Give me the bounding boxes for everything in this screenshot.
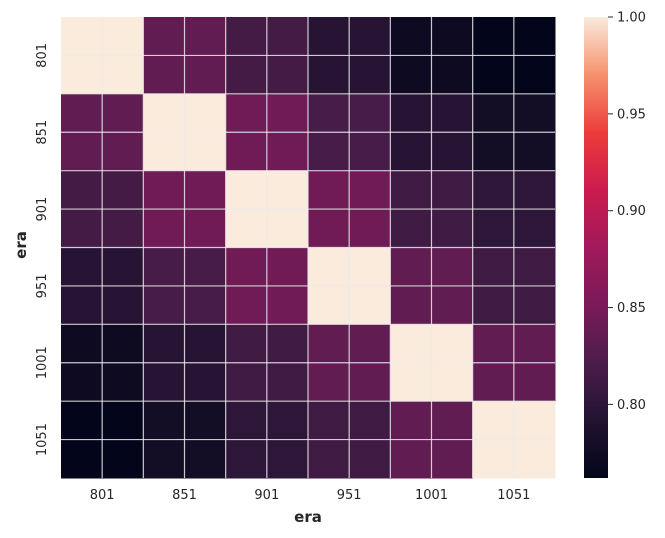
x-axis-title: era — [294, 508, 322, 526]
y-axis-title: era — [12, 231, 30, 259]
x-tick-label-1051: 1051 — [497, 488, 530, 503]
y-tick-label-901: 901 — [35, 197, 50, 222]
colorbar-tick-label-0.90: 0.90 — [617, 204, 646, 219]
colorbar-tick-label-0.85: 0.85 — [617, 301, 646, 316]
x-tick-label-801: 801 — [90, 488, 115, 503]
colorbar-tick-label-0.95: 0.95 — [617, 107, 646, 122]
colorbar — [584, 17, 608, 478]
colorbar-tick-label-1.00: 1.00 — [617, 11, 646, 26]
colorbar-ticks: 0.80 0.85 0.90 0.95 1.00 — [608, 11, 646, 413]
y-tick-label-1001: 1001 — [35, 346, 50, 379]
x-tick-label-951: 951 — [337, 488, 362, 503]
y-tick-label-951: 951 — [35, 274, 50, 299]
y-axis-ticks: 801 851 901 951 1001 1051 — [35, 43, 50, 456]
x-axis-ticks: 801 851 901 951 1001 1051 — [90, 488, 531, 503]
gridlines — [61, 17, 555, 478]
x-tick-label-851: 851 — [172, 488, 197, 503]
y-tick-label-851: 851 — [35, 120, 50, 145]
x-tick-label-901: 901 — [254, 488, 279, 503]
colorbar-tick-label-0.80: 0.80 — [617, 398, 646, 413]
x-tick-label-1001: 1001 — [415, 488, 448, 503]
y-tick-label-801: 801 — [35, 43, 50, 68]
y-tick-label-1051: 1051 — [35, 423, 50, 456]
